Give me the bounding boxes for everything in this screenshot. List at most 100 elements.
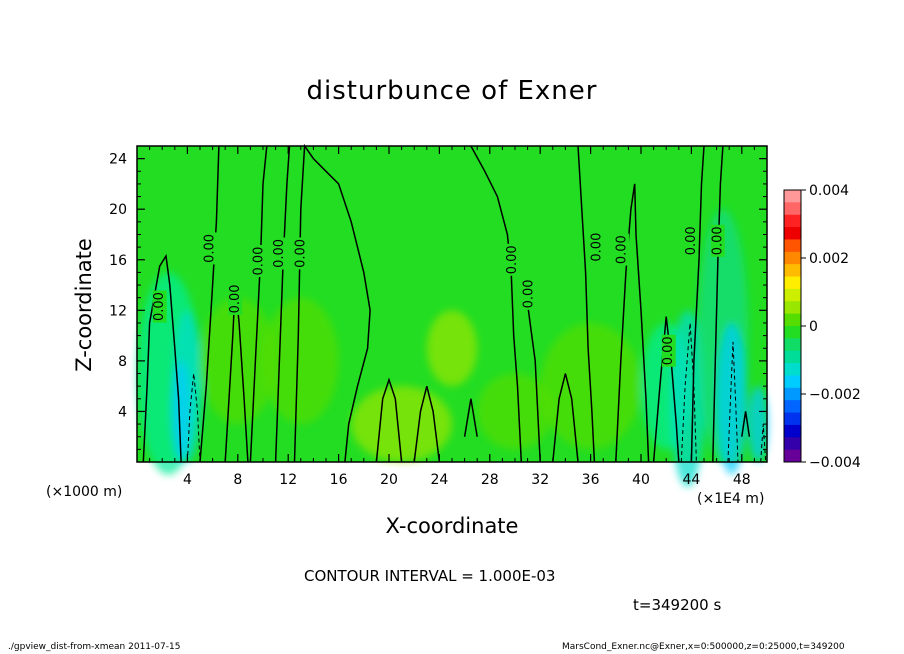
- contour-label-bg: [152, 290, 167, 323]
- x-tick-label-48: 48: [733, 472, 751, 488]
- y-tick-label-16: 16: [109, 253, 127, 269]
- contour-label-8: 0.00: [589, 233, 604, 262]
- contour-line-0: [142, 253, 182, 463]
- colorbar-segment-0: [784, 190, 801, 203]
- colorbar-segment-3: [784, 227, 801, 240]
- contour-label-11: 0.00: [684, 226, 699, 255]
- colorbar-segment-2: [784, 214, 801, 228]
- x-axis-label: X-coordinate: [385, 514, 519, 538]
- field-patches: [137, 209, 769, 488]
- dashed-contour-2: [727, 341, 739, 463]
- y-axis-ticks: 4 8 12 16 20 24: [109, 152, 767, 450]
- contour-label-bg: [228, 282, 243, 315]
- field-patch-2: [171, 360, 192, 462]
- contour-line-13: [413, 386, 441, 463]
- colorbar-segment-9: [784, 301, 801, 315]
- x-tick-label-28: 28: [481, 472, 499, 488]
- contour-label-7: 0.00: [521, 279, 536, 308]
- x-scale-label: (×1E4 m): [697, 491, 765, 507]
- colorbar-segment-1: [784, 202, 801, 216]
- colorbar-label-3: −0.002: [809, 387, 861, 403]
- contour-line-15: [552, 373, 579, 463]
- x-unit-label: (×1000 m): [46, 484, 123, 500]
- contour-label-12: 0.00: [710, 226, 725, 255]
- dashed-contour-0: [186, 373, 201, 463]
- footer-left: ./gpview_dist-from-xmean 2011-07-15: [8, 642, 181, 652]
- contour-label-bg: [521, 277, 536, 310]
- x-tick-label-4: 4: [183, 472, 192, 488]
- dashed-contour-1: [680, 322, 697, 463]
- x-tick-label-32: 32: [531, 472, 549, 488]
- x-tick-label-20: 20: [380, 472, 398, 488]
- x-tick-label-24: 24: [430, 472, 448, 488]
- x-tick-label-16: 16: [330, 472, 348, 488]
- colorbar-segment-16: [784, 387, 801, 401]
- contour-line-14: [375, 377, 403, 463]
- y-tick-label-24: 24: [109, 152, 127, 168]
- y-tick-label-12: 12: [109, 303, 127, 319]
- contour-line-9: [615, 183, 650, 463]
- colorbar-segment-11: [784, 326, 801, 339]
- field-patch-4: [263, 297, 339, 425]
- colorbar-label-2: 0: [809, 319, 818, 335]
- colorbar-segment-4: [784, 239, 801, 253]
- contour-label-5: 0.00: [293, 239, 308, 268]
- contour-label-bg: [710, 224, 725, 257]
- colorbar-label-4: −0.004: [809, 455, 861, 471]
- x-tick-label-12: 12: [279, 472, 297, 488]
- contour-label-bg: [252, 245, 267, 278]
- contour-label-bg: [505, 243, 520, 276]
- colorbar-segment-19: [784, 424, 801, 438]
- x-axis-ticks: 4 8 12 16 20 24 28 32 36 40 44 48: [149, 146, 755, 488]
- colorbar-segment-14: [784, 363, 801, 376]
- field-patch-7: [477, 373, 553, 450]
- colorbar-segment-10: [784, 313, 801, 327]
- contour-labels: 0.000.000.000.00 0.00 0.00 0.000.000.00 0.00…: [152, 224, 725, 367]
- field-patch-10: [669, 310, 706, 488]
- contour-label-4: 0.00: [272, 239, 287, 268]
- contour-label-10: 0.00: [661, 336, 676, 365]
- contour-label-bg: [272, 237, 287, 270]
- contour-interval-text: CONTOUR INTERVAL = 1.000E-03: [304, 567, 556, 585]
- colorbar-segment-8: [784, 288, 801, 302]
- contour-line-8: [577, 145, 596, 463]
- footer-right: MarsCond_Exner.nc@Exner,x=0:500000,z=0:2…: [562, 642, 845, 652]
- contour-line-7: [524, 284, 541, 463]
- colorbar-label-1: 0.002: [809, 251, 849, 267]
- contour-label-3: 0.00: [252, 247, 267, 276]
- contour-label-bg: [615, 233, 630, 266]
- contour-label-0: 0.00: [152, 292, 167, 321]
- chart-title: disturbunce of Exner: [306, 76, 598, 106]
- contour-line-16: [741, 411, 751, 437]
- contour-label-bg: [293, 237, 308, 270]
- colorbar-segment-13: [784, 350, 801, 364]
- colorbar-segment-17: [784, 400, 801, 414]
- contour-label-1: 0.00: [203, 234, 218, 263]
- x-tick-label-40: 40: [632, 472, 650, 488]
- x-tick-label-44: 44: [682, 472, 700, 488]
- contour-line-17: [463, 398, 478, 437]
- y-tick-label-8: 8: [118, 354, 127, 370]
- colorbar-label-0: 0.004: [809, 183, 849, 199]
- contour-label-6: 0.00: [505, 245, 520, 274]
- colorbar: 0.004 0.002 0 −0.002 −0.004: [783, 183, 861, 471]
- colorbar-segment-21: [784, 449, 801, 463]
- field-patch-6: [426, 310, 478, 387]
- time-label: t=349200 s: [633, 596, 722, 614]
- colorbar-segment-5: [784, 251, 801, 265]
- contour-line-5: [293, 143, 371, 463]
- contour-label-bg: [684, 224, 699, 257]
- field-patch-5: [351, 386, 452, 462]
- contour-line-12: [712, 145, 724, 463]
- contour-line-11: [690, 145, 705, 463]
- contour-lines: [142, 143, 751, 463]
- field-patch-12: [716, 322, 747, 475]
- colorbar-segment-7: [784, 276, 801, 290]
- y-tick-label-20: 20: [109, 202, 127, 218]
- contour-label-bg: [661, 334, 676, 367]
- colorbar-segment-18: [784, 412, 801, 426]
- colorbar-segment-20: [784, 437, 801, 451]
- field-patch-13: [748, 386, 769, 462]
- y-tick-label-4: 4: [118, 404, 127, 420]
- colorbar-segment-15: [784, 375, 801, 389]
